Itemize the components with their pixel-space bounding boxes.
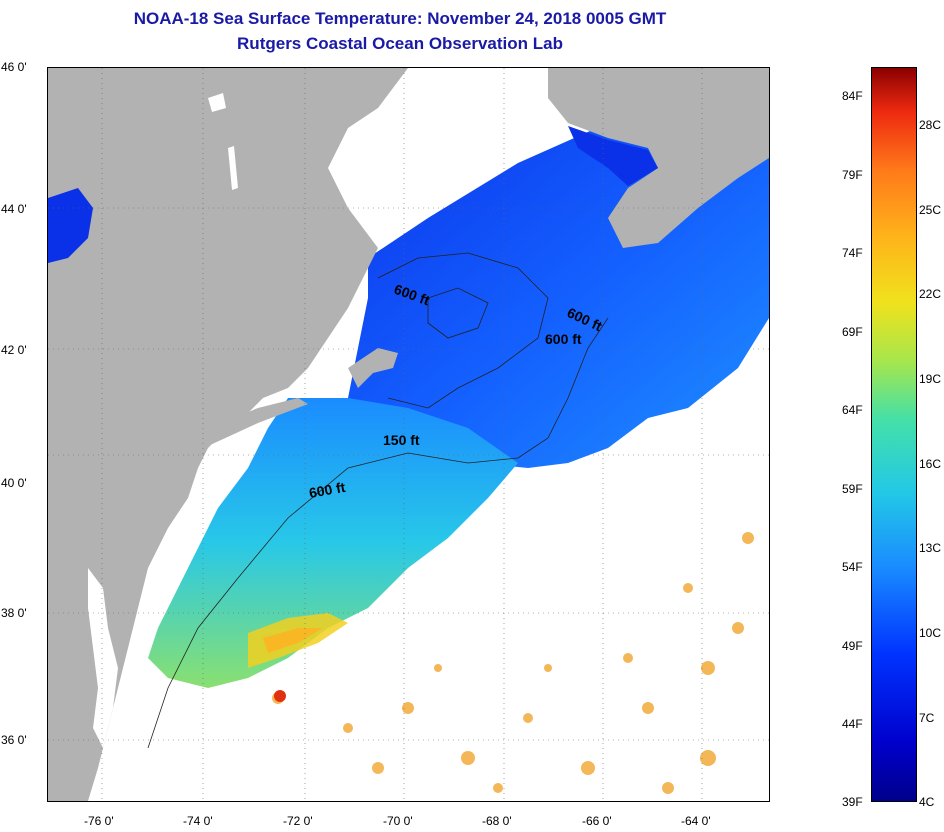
colorbar-c-19: 19C — [919, 372, 942, 386]
sst-map: 600 ft 600 ft 600 ft 150 ft 600 ft — [47, 67, 770, 802]
lon-label-68: -68 0' — [482, 814, 512, 828]
inland-lakes — [208, 93, 238, 190]
graticule — [48, 68, 769, 801]
colorbar-f-39: 39F — [842, 795, 863, 809]
colorbar-f-64: 64F — [842, 403, 863, 417]
temperature-colorbar — [871, 67, 917, 802]
colorbar-f-79: 79F — [842, 168, 863, 182]
colorbar-f-74: 74F — [842, 246, 863, 260]
contour-label-4: 150 ft — [383, 432, 420, 448]
bathymetry-contours — [147, 252, 609, 749]
colorbar-f-49: 49F — [842, 639, 863, 653]
lat-label-36: 36 0' — [1, 733, 27, 747]
colorbar-f-69: 69F — [842, 325, 863, 339]
map-canvas: 600 ft 600 ft 600 ft 150 ft 600 ft — [48, 68, 769, 801]
warm-core — [263, 628, 323, 653]
colorbar-c-13: 13C — [919, 541, 942, 555]
colorbar-f-44: 44F — [842, 717, 863, 731]
colorbar-c-22: 22C — [919, 287, 942, 301]
colorbar-c-16: 16C — [919, 457, 942, 471]
map-subtitle: Rutgers Coastal Ocean Observation Lab — [237, 34, 563, 53]
lat-label-46: 46 0' — [1, 60, 27, 74]
gulf-stream-patches — [272, 532, 754, 794]
lon-label-74: -74 0' — [183, 814, 213, 828]
lat-label-44: 44 0' — [1, 202, 27, 216]
land-long-island — [198, 398, 308, 446]
colorbar-f-59: 59F — [842, 482, 863, 496]
colorbar-c-28: 28C — [919, 118, 942, 132]
colorbar-c-7: 7C — [919, 711, 935, 725]
lat-label-38: 38 0' — [1, 606, 27, 620]
colorbar-f-54: 54F — [842, 560, 863, 574]
land-cape-cod — [348, 348, 398, 388]
contour-label-3: 600 ft — [545, 331, 582, 347]
map-title: NOAA-18 Sea Surface Temperature: Novembe… — [133, 9, 667, 28]
lat-label-40: 40 0' — [1, 476, 27, 490]
lon-label-76: -76 0' — [84, 814, 114, 828]
land-us — [48, 68, 408, 801]
lon-label-72: -72 0' — [283, 814, 313, 828]
colorbar-c-25: 25C — [919, 203, 942, 217]
bay-of-fundy — [568, 126, 658, 186]
st-lawrence-water — [48, 188, 93, 263]
colorbar-c-10: 10C — [919, 626, 942, 640]
colorbar-c-4: 4C — [919, 795, 935, 809]
lon-label-70: -70 0' — [383, 814, 413, 828]
lon-label-64: -64 0' — [681, 814, 711, 828]
chesapeake-bay — [88, 568, 118, 748]
contour-label-5: 600 ft — [308, 479, 347, 501]
shelf-water — [148, 398, 518, 688]
colorbar-f-84: 84F — [842, 89, 863, 103]
lat-label-42: 42 0' — [1, 343, 27, 357]
hot-spot — [274, 690, 286, 702]
lon-label-66: -66 0' — [582, 814, 612, 828]
